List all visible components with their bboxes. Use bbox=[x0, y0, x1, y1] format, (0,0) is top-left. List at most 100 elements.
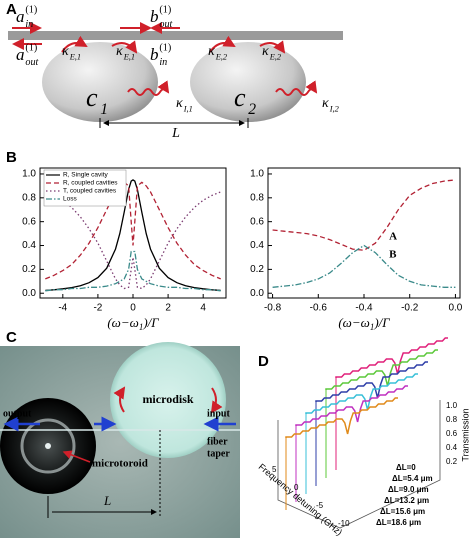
series-line bbox=[272, 244, 456, 288]
x-tick-label: 5 bbox=[272, 465, 277, 474]
x-tick-label: 0.0 bbox=[448, 303, 462, 314]
symbol-sub: E,2 bbox=[215, 53, 227, 62]
x-axis-label-part: (ω−ω bbox=[107, 315, 138, 330]
x-axis-label-part: (ω−ω bbox=[338, 315, 369, 330]
trace bbox=[325, 349, 438, 390]
series-line bbox=[45, 181, 221, 280]
y-tick-label: 0.2 bbox=[250, 264, 264, 275]
legend-label: T, coupled cavities bbox=[63, 188, 117, 195]
y-tick-label: 1.0 bbox=[250, 169, 264, 180]
trace bbox=[285, 397, 398, 438]
trace-label: ΔL=15.6 μm bbox=[380, 507, 425, 516]
panel-label: B bbox=[6, 149, 17, 166]
toroid-ring bbox=[20, 418, 76, 474]
symbol-sub: I,2 bbox=[329, 105, 339, 114]
symbol: b bbox=[150, 7, 159, 26]
y-tick-label: 0.8 bbox=[22, 192, 36, 203]
symbol-sub: E,2 bbox=[269, 53, 281, 62]
x-axis-label: Frequency detuning (GHz) bbox=[257, 462, 345, 538]
z-tick-label: 0.6 bbox=[446, 429, 458, 438]
symbol: c bbox=[86, 83, 98, 112]
cavity bbox=[42, 42, 158, 122]
symbol: b bbox=[150, 45, 159, 64]
arrow bbox=[61, 35, 88, 53]
wavy-arrow bbox=[275, 80, 318, 96]
label: fiber bbox=[207, 436, 228, 447]
z-tick-label: 0.4 bbox=[446, 443, 458, 452]
symbol-sub: out bbox=[25, 57, 39, 68]
trace-label: ΔL=0 bbox=[396, 463, 416, 472]
symbol-sub: E,1 bbox=[123, 53, 135, 62]
x-tick-label: 2 bbox=[165, 303, 171, 314]
label: output bbox=[3, 408, 32, 419]
panel-a-drawing bbox=[8, 22, 343, 128]
y-tick-label: 0.6 bbox=[22, 216, 36, 227]
symbol-sup: (1) bbox=[25, 43, 37, 54]
legend-label: R, Single cavity bbox=[63, 172, 109, 179]
arrow bbox=[210, 387, 223, 414]
arrow bbox=[259, 40, 286, 54]
symbol: a bbox=[16, 7, 25, 26]
x-axis-label-part: )/Γ bbox=[142, 315, 159, 330]
symbol: κ bbox=[176, 96, 183, 111]
waveguide bbox=[8, 31, 343, 40]
x-tick-label: 0 bbox=[294, 483, 299, 492]
symbol: κ bbox=[116, 44, 123, 59]
x-tick-label: -4 bbox=[58, 303, 67, 314]
trace-label: ΔL=9.0 μm bbox=[388, 485, 429, 494]
symbol-sub: out bbox=[159, 19, 173, 30]
trace-label: ΔL=13.2 μm bbox=[384, 496, 429, 505]
x-tick-label: -5 bbox=[316, 501, 324, 510]
legend-label: Loss bbox=[63, 196, 77, 203]
y-tick-label: 0.6 bbox=[250, 216, 264, 227]
cavity bbox=[190, 42, 306, 122]
distance-label: L bbox=[171, 126, 180, 141]
x-tick-label: -0.8 bbox=[264, 303, 282, 314]
y-tick-label: 0.4 bbox=[250, 240, 264, 251]
legend-box bbox=[43, 169, 127, 207]
label: microdisk bbox=[142, 392, 193, 406]
symbol-sub: 2 bbox=[248, 101, 256, 118]
series-line bbox=[45, 191, 221, 290]
symbol: κ bbox=[62, 44, 69, 59]
z-axis-label: Transmission bbox=[460, 408, 470, 461]
y-tick-label: 0.4 bbox=[22, 240, 36, 251]
z-tick-label: 0.8 bbox=[446, 415, 458, 424]
label: taper bbox=[207, 448, 230, 459]
trace-label: ΔL=5.4 μm bbox=[392, 474, 433, 483]
x-axis-label: (ω−ω1)/Γ bbox=[338, 315, 390, 332]
x-tick-label: -0.6 bbox=[310, 303, 328, 314]
trace bbox=[305, 373, 418, 414]
x-axis-label-sub: 1 bbox=[139, 322, 144, 332]
series-line bbox=[45, 250, 221, 292]
label: microtoroid bbox=[92, 458, 148, 470]
x-tick-label: -10 bbox=[338, 519, 350, 528]
pointer bbox=[62, 450, 91, 463]
series-line bbox=[45, 179, 221, 292]
y-tick-label: 0.8 bbox=[250, 192, 264, 203]
trace bbox=[295, 385, 408, 426]
annotation: A bbox=[389, 231, 397, 243]
arrow bbox=[111, 40, 138, 54]
x-tick-label: -0.4 bbox=[355, 303, 373, 314]
symbol-sup: (1) bbox=[159, 5, 171, 16]
panel-c-photo bbox=[0, 342, 240, 538]
arrow bbox=[209, 35, 236, 53]
symbol-sub: in bbox=[159, 57, 167, 68]
trace bbox=[315, 361, 428, 402]
series-line bbox=[272, 179, 456, 251]
trace-label: ΔL=18.6 μm bbox=[376, 518, 421, 527]
axis-frame bbox=[277, 400, 441, 529]
symbol-sup: (1) bbox=[25, 5, 37, 16]
symbol: κ bbox=[322, 96, 329, 111]
legend-label: R, coupled cavities bbox=[63, 180, 118, 187]
symbol: c bbox=[234, 83, 246, 112]
wavy-arrow bbox=[127, 80, 170, 96]
microdisk bbox=[110, 342, 226, 458]
x-axis-label-part: )/Γ bbox=[373, 315, 390, 330]
symbol-sup: (1) bbox=[159, 43, 171, 54]
symbol-sub: 1 bbox=[100, 101, 108, 118]
symbol: κ bbox=[262, 44, 269, 59]
symbol-sub: in bbox=[25, 19, 33, 30]
